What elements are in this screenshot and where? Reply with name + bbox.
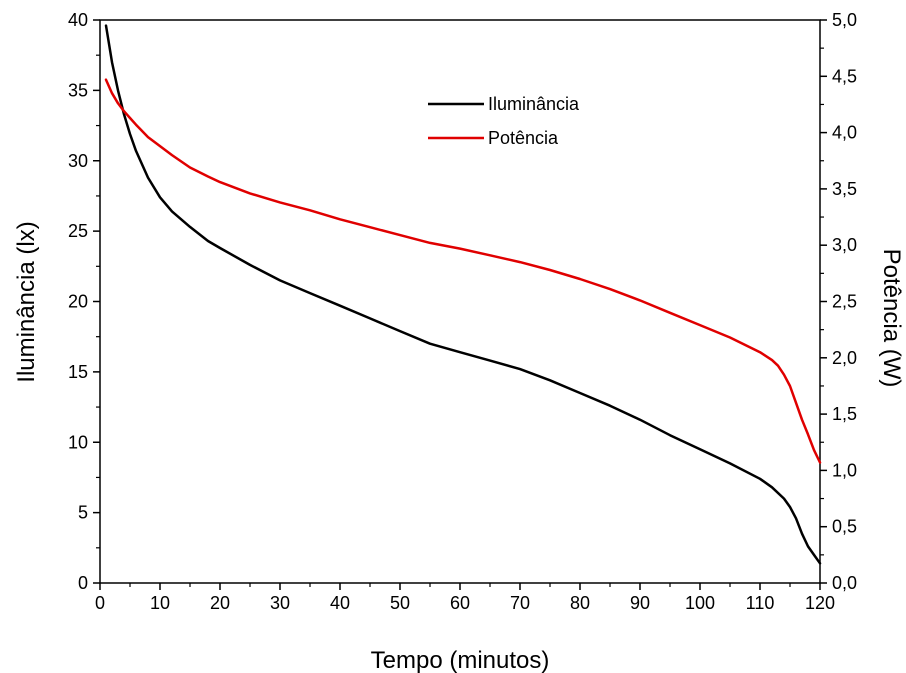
y-right-tick-label: 3,5 [832, 179, 857, 199]
y-left-tick-label: 5 [78, 503, 88, 523]
y-right-tick-label: 1,5 [832, 404, 857, 424]
series-line-iluminancia [104, 24, 822, 565]
x-tick-label: 60 [450, 593, 470, 613]
x-tick-label: 90 [630, 593, 650, 613]
x-tick-label: 30 [270, 593, 290, 613]
left-y-axis-ticks: 0 5 10 15 20 25 30 35 40 [68, 10, 100, 593]
right-y-axis-title: Potência (W) [878, 249, 905, 388]
y-right-tick-label: 4,5 [832, 66, 857, 86]
y-left-tick-label: 20 [68, 292, 88, 312]
y-right-tick-label: 0,0 [832, 573, 857, 593]
x-tick-label: 70 [510, 593, 530, 613]
right-y-axis-ticks: 0,0 0,5 1,0 1,5 2,0 2,5 3,0 3,5 4,0 4,5 5,0 [820, 10, 857, 593]
y-left-tick-label: 0 [78, 573, 88, 593]
x-tick-label: 20 [210, 593, 230, 613]
y-left-tick-label: 30 [68, 151, 88, 171]
x-axis-ticks: 0 10 20 30 40 50 60 70 80 90 100 110 120 [95, 583, 835, 613]
x-tick-label: 10 [150, 593, 170, 613]
x-axis-title: Tempo (minutos) [371, 647, 550, 673]
x-tick-label: 40 [330, 593, 350, 613]
x-tick-label: 0 [95, 593, 105, 613]
y-left-tick-label: 35 [68, 80, 88, 100]
y-right-tick-label: 5,0 [832, 10, 857, 30]
x-tick-label: 80 [570, 593, 590, 613]
x-tick-label: 100 [685, 593, 715, 613]
y-left-tick-label: 10 [68, 432, 88, 452]
legend-label-potencia: Potência [488, 128, 559, 148]
legend-label-iluminancia: Iluminância [488, 94, 580, 114]
y-left-tick-label: 15 [68, 362, 88, 382]
y-right-tick-label: 2,5 [832, 292, 857, 312]
y-right-tick-label: 0,5 [832, 517, 857, 537]
series-layer [104, 24, 822, 565]
y-right-tick-label: 3,0 [832, 235, 857, 255]
x-tick-label: 50 [390, 593, 410, 613]
legend: Iluminância Potência [428, 94, 580, 148]
y-right-tick-label: 2,0 [832, 348, 857, 368]
y-left-tick-label: 40 [68, 10, 88, 30]
y-right-tick-label: 1,0 [832, 460, 857, 480]
y-right-tick-label: 4,0 [832, 123, 857, 143]
y-left-tick-label: 25 [68, 221, 88, 241]
x-tick-label: 110 [746, 593, 775, 613]
left-y-axis-title: Iluminância (lx) [13, 221, 40, 382]
x-tick-label: 120 [805, 593, 835, 613]
series-line-potencia [104, 78, 822, 464]
